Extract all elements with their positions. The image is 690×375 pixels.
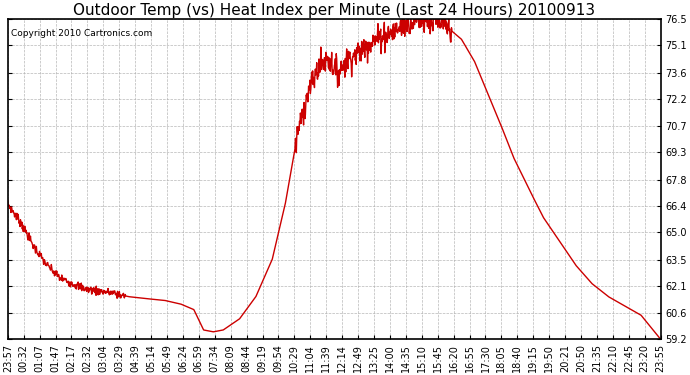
- Title: Outdoor Temp (vs) Heat Index per Minute (Last 24 Hours) 20100913: Outdoor Temp (vs) Heat Index per Minute …: [73, 3, 595, 18]
- Text: Copyright 2010 Cartronics.com: Copyright 2010 Cartronics.com: [11, 28, 152, 38]
